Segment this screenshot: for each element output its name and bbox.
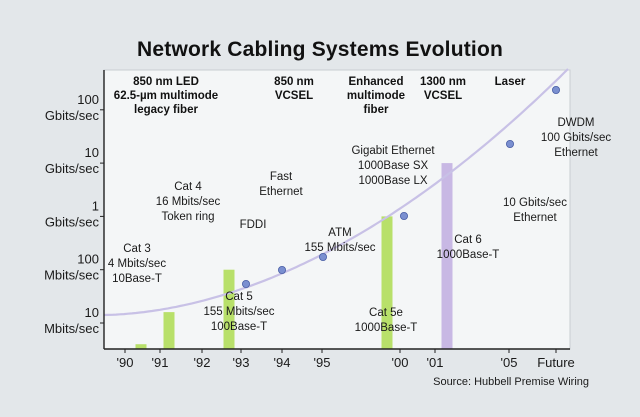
x-tick-label: '91 — [152, 355, 169, 370]
y-tick-label-line: 100 — [77, 252, 99, 267]
footer-band — [0, 350, 640, 417]
fiber-header: 1300 nm VCSEL — [420, 76, 466, 102]
copper-bar — [381, 216, 393, 349]
evolution-curve — [103, 68, 569, 317]
copper-bar-label-line: Cat 6 — [454, 234, 482, 246]
y-tick-label: 100 Mbits/sec — [44, 252, 99, 283]
copper-bar-label-line: Token ring — [161, 211, 214, 223]
network-point-label-line: FDDI — [240, 219, 267, 231]
y-tick-label: 10 Mbits/sec — [44, 305, 99, 336]
copper-bar — [135, 344, 147, 349]
copper-bar-label-line: Cat 3 — [123, 243, 151, 255]
copper-bar-label-line: Cat 5e — [369, 307, 403, 319]
y-tick-label-line: Mbits/sec — [44, 268, 99, 283]
network-point-label: 10 Gbits/sec Ethernet — [503, 197, 567, 224]
fiber-header-line: 850 nm LED — [133, 76, 199, 88]
x-tick-label: '95 — [314, 355, 331, 370]
x-tick-label: '93 — [233, 355, 250, 370]
network-point-label-line: 155 Mbits/sec — [305, 242, 376, 254]
y-tick-label-line: Gbits/sec — [45, 214, 100, 229]
copper-bar-label-line: 100Base-T — [211, 321, 267, 333]
fiber-header-line: 62.5-µm multimode — [114, 90, 218, 102]
network-point-label-line: Ethernet — [513, 212, 557, 224]
x-tick-label: Future — [537, 355, 575, 370]
copper-bar-label-line: 155 Mbits/sec — [204, 306, 275, 318]
x-tick-label: '94 — [274, 355, 291, 370]
fiber-header-line: 850 nm — [274, 76, 314, 88]
x-tick-label: '90 — [117, 355, 134, 370]
fiber-header: Enhanced multimode fiber — [347, 76, 405, 116]
network-point — [277, 265, 286, 274]
network-point-label: FDDI — [240, 219, 267, 231]
fiber-header: 850 nm VCSEL — [274, 76, 314, 102]
network-point-label: Fast Ethernet — [259, 171, 303, 198]
y-tick-label-line: 1 — [92, 198, 99, 213]
y-tick-label-line: Gbits/sec — [45, 161, 100, 176]
copper-bar-label-line: Cat 4 — [174, 181, 202, 193]
fiber-header-line: multimode — [347, 90, 405, 102]
chart-title: Network Cabling Systems Evolution — [137, 38, 503, 61]
fiber-header-line: Enhanced — [349, 76, 404, 88]
network-point-label-line: DWDM — [557, 117, 594, 129]
fiber-header-line: fiber — [364, 104, 389, 116]
x-tick-label: '00 — [392, 355, 409, 370]
fiber-header-line: VCSEL — [424, 90, 462, 102]
copper-bar — [441, 163, 453, 349]
fiber-header-line: legacy fiber — [134, 104, 198, 116]
y-tick-label-line: 100 — [77, 92, 99, 107]
y-tick-label: 10 Gbits/sec — [45, 145, 100, 176]
network-point-label-line: 1000Base LX — [358, 175, 427, 187]
y-tick-label-line: Mbits/sec — [44, 321, 99, 336]
network-point-label-line: Ethernet — [259, 186, 303, 198]
network-point-label: ATM 155 Mbits/sec — [305, 227, 376, 254]
source-note: Source: Hubbell Premise Wiring — [433, 376, 589, 388]
y-tick-label-line: 10 — [85, 305, 99, 320]
copper-bar — [163, 312, 175, 349]
copper-bar-label: Cat 5e 1000Base-T — [355, 307, 418, 334]
network-point-label: DWDM 100 Gbits/sec Ethernet — [541, 117, 612, 159]
network-point — [505, 139, 514, 148]
y-tick-label-line: 10 — [85, 145, 99, 160]
network-point — [318, 252, 327, 261]
network-point-label-line: ATM — [328, 227, 351, 239]
copper-bar-label: Cat 4 16 Mbits/sec Token ring — [156, 181, 221, 223]
copper-bar-label: Cat 6 1000Base-T — [437, 234, 500, 261]
y-tick-label: 1 Gbits/sec — [45, 198, 100, 229]
network-point-label-line: Ethernet — [554, 147, 598, 159]
x-tick-label: '05 — [501, 355, 518, 370]
network-point — [399, 211, 408, 220]
copper-bar-label-line: 16 Mbits/sec — [156, 196, 221, 208]
plot-area — [103, 69, 571, 350]
x-tick-label: '92 — [194, 355, 211, 370]
network-point-label: Gigabit Ethernet 1000Base SX 1000Base LX — [351, 145, 435, 187]
copper-bar-label-line: 4 Mbits/sec — [108, 258, 166, 270]
y-tick-label: 100 Gbits/sec — [45, 92, 100, 123]
copper-bar-label-line: 10Base-T — [112, 273, 162, 285]
fiber-header: 850 nm LED 62.5-µm multimode legacy fiber — [114, 76, 218, 116]
network-point-label-line: Gigabit Ethernet — [351, 145, 435, 157]
network-point — [552, 86, 561, 95]
copper-bar-label: Cat 5 155 Mbits/sec 100Base-T — [204, 291, 275, 333]
network-point-label-line: 10 Gbits/sec — [503, 197, 567, 209]
network-point — [241, 279, 250, 288]
copper-bar-label-line: 1000Base-T — [437, 249, 500, 261]
copper-bar-label: Cat 3 4 Mbits/sec 10Base-T — [108, 243, 166, 285]
fiber-header-line: 1300 nm — [420, 76, 466, 88]
network-point-label-line: 100 Gbits/sec — [541, 132, 612, 144]
fiber-header-line: Laser — [495, 76, 526, 88]
copper-bar-label-line: 1000Base-T — [355, 322, 418, 334]
copper-bar-label-line: Cat 5 — [225, 291, 253, 303]
copper-bar — [223, 269, 235, 349]
network-point-label-line: 1000Base SX — [358, 160, 429, 172]
network-point-label-line: Fast — [270, 171, 293, 183]
y-tick-label-line: Gbits/sec — [45, 108, 100, 123]
fiber-header: Laser — [495, 76, 526, 88]
x-tick-label: '01 — [427, 355, 444, 370]
fiber-header-line: VCSEL — [275, 90, 313, 102]
